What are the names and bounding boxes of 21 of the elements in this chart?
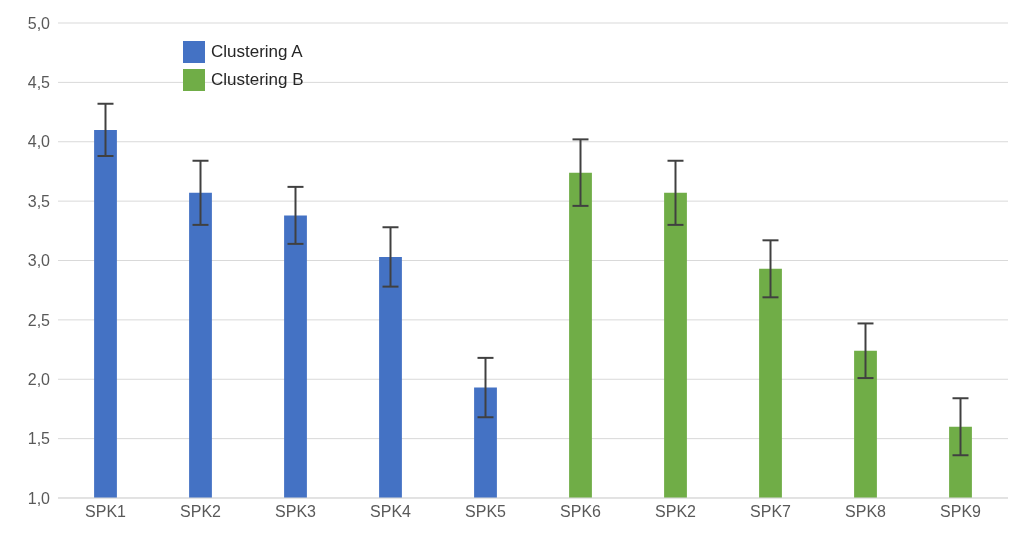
- y-tick-label: 3,0: [27, 252, 51, 270]
- x-tick-label: SPK9: [940, 503, 982, 521]
- x-tick-label: SPK7: [750, 503, 792, 521]
- x-tick-label: SPK5: [465, 503, 507, 521]
- legend-label: Clustering A: [211, 42, 303, 62]
- y-tick-label: 5,0: [27, 14, 51, 32]
- x-tick-label: SPK3: [275, 503, 317, 521]
- x-tick-label: SPK6: [560, 503, 602, 521]
- y-tick-label: 4,5: [27, 74, 51, 92]
- x-tick-label: SPK4: [370, 503, 412, 521]
- legend-label: Clustering B: [211, 70, 304, 90]
- x-tick-label: SPK2: [655, 503, 697, 521]
- y-tick-label: 2,0: [27, 370, 51, 388]
- x-tick-label: SPK2: [180, 503, 222, 521]
- y-tick-label: 1,5: [27, 430, 51, 448]
- y-tick-label: 1,0: [27, 489, 51, 507]
- y-tick-label: 2,5: [27, 311, 51, 329]
- y-tick-label: 3,5: [27, 192, 51, 210]
- x-tick-label: SPK1: [85, 503, 127, 521]
- y-tick-label: 4,0: [27, 133, 51, 151]
- x-tick-label: SPK8: [845, 503, 887, 521]
